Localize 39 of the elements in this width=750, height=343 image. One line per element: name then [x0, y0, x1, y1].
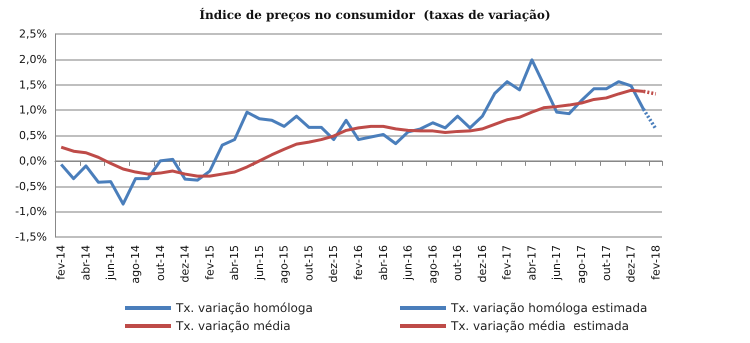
x-tick-label: jun-15: [252, 245, 266, 281]
x-tick-label: dez-17: [624, 245, 638, 282]
y-tick-label: -0,5%: [15, 180, 47, 193]
y-tick-label: -1,0%: [15, 205, 47, 218]
x-tick-label: ago-17: [574, 245, 588, 284]
x-tick-label: jun-16: [402, 245, 415, 281]
x-tick-label: abr-14: [79, 245, 92, 281]
x-tick-label: fev-14: [54, 245, 68, 280]
x-tick-label: jun-17: [550, 245, 564, 281]
y-tick-label: 1,0%: [19, 104, 47, 117]
y-tick-label: -1,5%: [15, 230, 47, 244]
x-tick-label: out-17: [600, 245, 613, 281]
x-tick-label: ago-16: [426, 245, 440, 284]
x-tick-label: fev-18: [649, 245, 662, 280]
legend-label: Tx. variação média estimada: [450, 319, 629, 333]
x-tick-label: dez-15: [327, 245, 340, 282]
x-tick-label: abr-17: [525, 245, 538, 281]
y-tick-label: 2,5%: [19, 28, 47, 40]
x-tick-label: abr-16: [376, 245, 390, 281]
y-tick-label: 0,0%: [19, 154, 47, 168]
legend-label: Tx. variação média: [175, 319, 291, 333]
y-tick-label: 0,5%: [19, 129, 47, 142]
x-tick-label: fev-16: [352, 245, 365, 280]
x-tick-label: dez-16: [476, 245, 489, 282]
x-tick-label: dez-14: [178, 245, 192, 282]
y-tick-label: 1,5%: [19, 78, 47, 92]
x-tick-label: out-16: [451, 245, 464, 281]
x-tick-label: ago-14: [129, 245, 142, 284]
x-tick-label: out-15: [302, 245, 316, 281]
x-tick-label: fev-17: [500, 245, 514, 280]
x-tick-label: jun-14: [104, 245, 118, 281]
chart-title: Índice de preços no consumidor (taxas de variação): [199, 7, 551, 22]
legend-label: Tx. variação homóloga estimada: [450, 301, 648, 315]
y-tick-label: 2,0%: [19, 52, 47, 66]
x-tick-label: fev-15: [203, 245, 216, 280]
x-tick-label: out-14: [154, 245, 167, 281]
x-tick-label: ago-15: [278, 245, 291, 284]
legend-label: Tx. variação homóloga: [175, 301, 313, 315]
x-tick-label: abr-15: [228, 245, 242, 281]
